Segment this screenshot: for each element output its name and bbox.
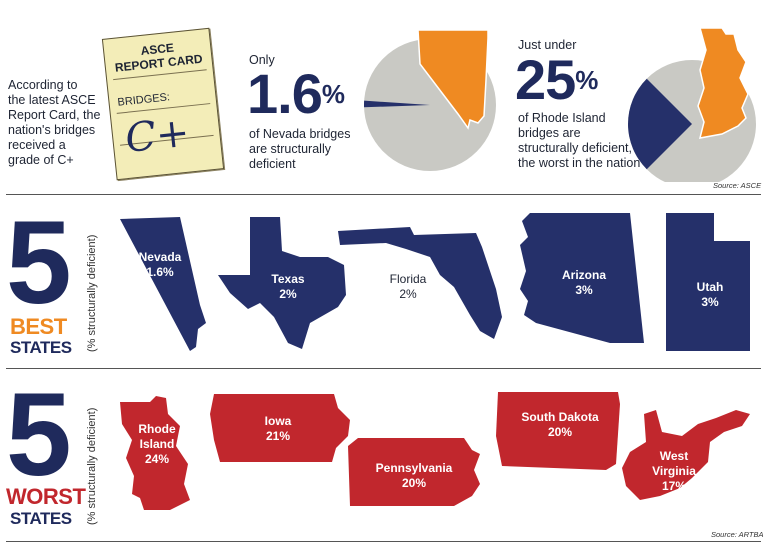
state-name-line: Florida [390,272,427,286]
best-state-name: Nevada [139,250,182,264]
best-state-value: 2% [279,287,297,301]
intro-line: According to [8,78,78,92]
nevada-prefix: Only [249,53,275,67]
worst-state-shape-south-dakota [496,392,620,470]
nevada-caption-line: deficient [249,157,296,171]
intro-line: grade of C+ [8,153,74,167]
best-state-value: 2% [399,287,417,301]
ri-value-unit: % [575,65,598,95]
state-name-line: Texas [271,272,304,286]
worst-state-shape-rhode-island [120,396,190,510]
best-state-shape-florida [338,227,502,339]
worst-state-shape-west-virginia [622,410,750,500]
best-state-shape-arizona [520,213,644,343]
worst-state-value: 21% [266,429,290,443]
worst-states-word: STATES [10,509,72,528]
worst-state-shape-pennsylvania [348,438,480,506]
report-card: ASCE REPORT CARD BRIDGES: C+ [101,27,225,181]
best-word: BEST [10,314,67,339]
worst-state-value: 20% [548,425,572,439]
state-name-line: Arizona [562,268,606,282]
worst-states-chart: Rhode Island 24% Iowa 21% Pennsylvania 20… [120,392,750,510]
best-state-value: 3% [701,295,719,309]
worst-state-name: Rhode Island [138,422,176,451]
section-divider [6,541,761,542]
intro-line: received a [8,138,66,152]
best-state-shape-nevada [120,217,206,351]
best-state-name: Texas [271,272,304,286]
source-asce: Source: ASCE [713,181,762,190]
ri-caption-line: of Rhode Island [518,111,606,125]
ri-state-icon [697,27,749,139]
nevada-caption-line: are structurally [249,142,331,156]
nevada-state-icon [417,29,489,130]
state-name-line: South Dakota [521,410,599,424]
worst-state-name: Iowa [265,414,292,428]
source-artba: Source: ARTBA [711,530,764,539]
worst-state-value: 20% [402,476,426,490]
report-card-subject: BRIDGES: [116,91,171,109]
worst-state-value: 17% [662,479,686,493]
ri-prefix: Just under [518,38,577,52]
state-name-line: Pennsylvania [376,461,453,475]
intro-line: nation's bridges [8,123,96,137]
intro-text: According to the latest ASCE Report Card… [8,78,116,168]
state-name-line: Rhode [138,422,176,436]
best-state-name: Arizona [562,268,606,282]
report-card-grade: C+ [123,109,192,162]
state-name-line: Iowa [265,414,292,428]
best-axis-note: (% structurally deficient) [86,234,98,352]
nevada-pie-chart [363,29,496,171]
worst-state-name: South Dakota [521,410,599,424]
ri-value: 25% [515,48,598,111]
worst-state-shape-iowa [210,394,350,462]
worst-word: WORST [6,484,86,509]
state-name-line: Virginia [652,464,696,478]
state-name-line: Nevada [139,250,182,264]
best-state-shape-utah [666,213,750,351]
best-state-name: Utah [697,280,724,294]
worst-state-value: 24% [145,452,169,466]
ri-pie-slice [628,78,692,170]
ri-pie-chart [628,27,756,182]
ri-caption-line: structurally deficient, [518,141,632,155]
state-name-line: Island [140,437,175,451]
state-name-line: Utah [697,280,724,294]
section-divider [6,368,761,369]
best-state-value: 3% [575,283,593,297]
ri-caption: of Rhode Island bridges are structurally… [518,111,640,171]
nevada-value: 1.6% [247,62,345,125]
intro-line: Report Card, the [8,108,101,122]
nevada-caption-line: of Nevada bridges [249,127,351,141]
best-state-shape-texas [218,217,346,349]
ri-value-number: 25 [515,48,576,111]
worst-state-name: Pennsylvania [376,461,453,475]
best-number: 5 [6,197,72,329]
section-divider [6,194,761,195]
nevada-value-number: 1.6 [247,62,323,125]
best-states-chart: Nevada 1.6% Texas 2% Florida 2% Arizona … [120,213,750,351]
best-state-value: 1.6% [146,265,174,279]
worst-axis-note: (% structurally deficient) [86,407,98,525]
best-states-word: STATES [10,338,72,357]
worst-number: 5 [6,369,72,501]
ri-caption-line: bridges are [518,126,581,140]
nevada-pie-slice [363,100,430,108]
state-name-line: West [660,449,688,463]
ri-caption-line: the worst in the nation [518,156,641,170]
worst-state-name: West Virginia [652,449,696,478]
nevada-value-unit: % [321,79,345,109]
best-state-name: Florida [390,272,427,286]
intro-line: the latest ASCE [8,93,96,107]
nevada-caption: of Nevada bridges are structurally defic… [249,127,350,172]
